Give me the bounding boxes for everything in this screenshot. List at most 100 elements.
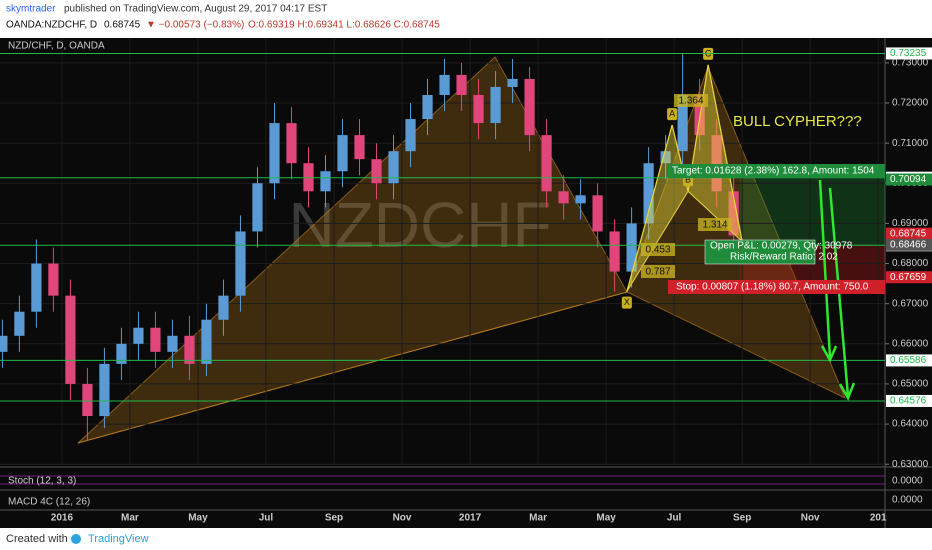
price-tag-label: 0.68745	[890, 228, 927, 239]
candle-body	[677, 94, 688, 152]
y-tick-label: 0.71000	[892, 138, 929, 149]
candle-body	[575, 195, 586, 204]
header-bg	[0, 0, 932, 38]
point-label: X	[624, 297, 630, 307]
candle-body	[218, 295, 229, 320]
last-price: 0.68745	[104, 20, 141, 31]
pattern-line	[626, 64, 743, 292]
candle-body	[133, 327, 144, 344]
x-tick-label: Sep	[733, 513, 751, 524]
candle-body	[405, 119, 416, 152]
rr-text: Risk/Reward Ratio: 2.02	[730, 252, 838, 263]
footer-brand[interactable]: TradingView	[88, 533, 149, 545]
candle-body	[31, 263, 42, 312]
candle-body	[592, 195, 603, 232]
candle-body	[116, 343, 127, 364]
level-tag	[886, 354, 932, 367]
ratio-box	[698, 218, 732, 231]
macd-label: MACD 4C (12, 26)	[8, 497, 90, 508]
x-tick-label: Jul	[259, 513, 274, 524]
level-tag	[886, 47, 932, 60]
x-tick-label: 201	[870, 513, 887, 524]
y-tick-label: 0.66000	[892, 338, 929, 349]
candle-body	[558, 191, 569, 204]
point-box	[621, 296, 632, 309]
candle-body	[507, 78, 518, 87]
price-tag	[886, 227, 932, 240]
pnl-box	[704, 239, 816, 265]
candle-body	[541, 135, 552, 192]
author[interactable]: skymtrader	[6, 4, 56, 15]
x-tick-label: Mar	[529, 513, 547, 524]
stop-box	[668, 280, 885, 294]
candle-body	[439, 74, 450, 95]
ratio-box	[674, 94, 708, 107]
candle-body	[643, 163, 654, 224]
price-tag-label: 0.68466	[890, 239, 927, 250]
candle-body	[269, 123, 280, 184]
ohlc: O:0.69319 H:0.69341 L:0.68626 C:0.68745	[248, 20, 440, 31]
arrow-head	[838, 382, 856, 401]
ratio: 1.314	[702, 220, 727, 231]
candle-body	[14, 311, 25, 336]
candle-body	[490, 86, 501, 124]
price-tag-label: 0.67659	[890, 272, 927, 283]
candle-body	[184, 335, 195, 364]
x-tick-label: Sep	[325, 513, 343, 524]
candle-body	[320, 171, 331, 192]
candle-body	[728, 191, 739, 236]
candle-body	[201, 319, 212, 364]
arrow-head	[820, 345, 838, 363]
x-tick-label: Jul	[667, 513, 682, 524]
y-tick-label: 0.64000	[892, 419, 929, 430]
level-label: 0.73235	[890, 48, 927, 59]
watermark: NZDCHF	[288, 189, 551, 261]
point-label: B	[685, 175, 691, 185]
x-tick-label: 2016	[51, 513, 74, 524]
candle-body	[371, 159, 382, 184]
stoch-scale: 0.0000	[892, 476, 923, 487]
candle-body	[660, 151, 671, 164]
stop-text: Stop: 0.00807 (1.18%) 80.7, Amount: 750.…	[676, 282, 869, 293]
ratio: 0.787	[645, 267, 670, 278]
level-tag	[886, 394, 932, 407]
arrow	[818, 179, 832, 359]
candle-body	[354, 135, 365, 160]
price-tag	[886, 271, 932, 284]
candle-body	[456, 74, 467, 95]
y-tick-label: 0.69000	[892, 218, 929, 229]
footer-created: Created with	[6, 533, 68, 545]
x-tick-label: 2017	[459, 513, 482, 524]
candle-body	[337, 135, 348, 172]
candle-body	[235, 231, 246, 296]
ratio-box	[641, 265, 675, 278]
candle-body	[422, 94, 433, 120]
x-tick-label: Nov	[393, 513, 412, 524]
y-tick-label: 0.65000	[892, 379, 929, 390]
candle-body	[150, 327, 161, 352]
stoch-label: Stoch (12, 3, 3)	[8, 476, 76, 487]
y-tick-label: 0.72000	[892, 98, 929, 109]
target-box	[668, 164, 885, 178]
price-tag-label: 0.70094	[890, 174, 927, 185]
overlay: BULL CYPHER??? 1.364 0.453 1.314 0.787 T…	[0, 41, 923, 508]
macd-scale: 0.0000	[892, 495, 923, 506]
y-tick-label: 0.63000	[892, 459, 929, 470]
x-tick-label: May	[188, 513, 208, 524]
x-tick-label: Nov	[801, 513, 820, 524]
candle-body	[48, 263, 59, 296]
level-label: 0.65586	[890, 355, 927, 366]
candle-body	[0, 335, 8, 352]
footer-bg	[0, 528, 932, 550]
y-tick-label: 0.68000	[892, 258, 929, 269]
candle-body	[65, 295, 76, 384]
point-label: A	[669, 108, 675, 118]
point-box	[667, 108, 678, 121]
target-zone	[740, 177, 885, 245]
legend: NZD/CHF, D, OANDA	[8, 41, 105, 52]
y-tick-label: 0.73000	[892, 58, 929, 69]
candle-body	[524, 78, 535, 136]
level-label: 0.64576	[890, 396, 927, 407]
symbol: OANDA:NZDCHF, D	[6, 20, 97, 31]
